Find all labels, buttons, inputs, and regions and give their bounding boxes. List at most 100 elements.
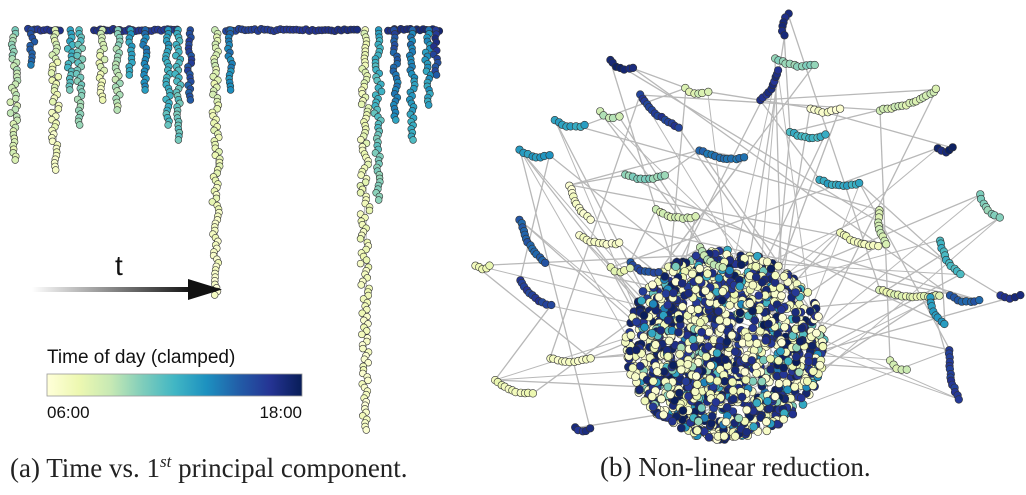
cluster-node bbox=[674, 327, 683, 337]
cluster-node bbox=[656, 326, 666, 335]
cluster-node bbox=[762, 417, 771, 427]
cluster-node bbox=[678, 302, 687, 312]
trace-point bbox=[357, 100, 366, 109]
trace-point bbox=[48, 137, 57, 146]
cluster-node bbox=[696, 318, 705, 327]
cluster-node bbox=[721, 417, 731, 427]
chain-node bbox=[626, 264, 635, 273]
cluster-node bbox=[766, 264, 776, 274]
chain-node bbox=[547, 300, 556, 310]
cluster-node bbox=[648, 299, 658, 309]
cluster-node bbox=[814, 312, 823, 321]
cluster-node bbox=[728, 377, 737, 387]
cluster-node bbox=[725, 300, 735, 310]
cluster-node bbox=[796, 393, 806, 403]
chain-node bbox=[740, 153, 749, 162]
caption-a-label: (a) bbox=[10, 453, 40, 483]
chain-node bbox=[882, 240, 891, 249]
trace-point bbox=[186, 96, 195, 104]
cluster-node bbox=[773, 261, 783, 271]
cluster-node bbox=[747, 356, 757, 365]
cluster-node bbox=[736, 260, 746, 270]
chain-node bbox=[975, 296, 984, 305]
trace-point bbox=[357, 171, 365, 179]
chain-node bbox=[774, 66, 783, 75]
cluster-node bbox=[761, 336, 771, 345]
cluster-node bbox=[689, 342, 699, 352]
cluster-node bbox=[779, 272, 789, 281]
cluster-node bbox=[714, 306, 723, 316]
cluster-node bbox=[677, 278, 687, 288]
cluster-node bbox=[734, 413, 744, 423]
cluster-node bbox=[660, 272, 670, 281]
cluster-node bbox=[638, 287, 648, 296]
chain-node bbox=[545, 151, 554, 160]
caption-b-text: Non-linear reduction. bbox=[638, 452, 871, 482]
cluster-node bbox=[663, 352, 673, 361]
cluster-node bbox=[743, 332, 753, 342]
colorbar-gradient bbox=[46, 373, 303, 397]
trace-point bbox=[361, 178, 370, 186]
cluster-node bbox=[788, 409, 798, 419]
cluster-node bbox=[671, 262, 681, 271]
colorbar: Time of day (clamped) 06:00 18:00 bbox=[46, 347, 303, 422]
cluster-node bbox=[704, 327, 714, 337]
chain-node bbox=[931, 84, 941, 93]
cluster-node bbox=[777, 338, 787, 348]
trace-point bbox=[364, 359, 372, 367]
trace-point bbox=[6, 98, 15, 106]
trace-point bbox=[75, 121, 84, 129]
cluster-node bbox=[683, 359, 693, 369]
chain-nodes bbox=[471, 9, 1025, 436]
time-arrow: t bbox=[32, 250, 222, 300]
trace-point bbox=[27, 61, 35, 69]
cluster-node bbox=[728, 386, 738, 395]
cluster-node bbox=[703, 269, 712, 279]
network-edge bbox=[569, 184, 887, 246]
trace-point bbox=[11, 105, 20, 114]
cluster-node bbox=[815, 360, 825, 370]
cluster-node bbox=[808, 366, 818, 376]
network-edge bbox=[519, 155, 551, 281]
cluster-node bbox=[678, 406, 688, 415]
cluster-node bbox=[721, 355, 730, 364]
colorbar-max-label: 18:00 bbox=[259, 403, 302, 422]
cluster-node bbox=[637, 296, 646, 306]
network-edge bbox=[859, 183, 951, 351]
trace-point bbox=[211, 291, 219, 299]
cluster-node bbox=[701, 286, 710, 296]
network-edge bbox=[657, 157, 745, 273]
caption-a: (a) Time vs. 1st principal component. bbox=[10, 452, 408, 484]
chain-node bbox=[628, 63, 638, 72]
chain-node bbox=[874, 242, 883, 251]
chain-node bbox=[995, 213, 1004, 222]
cluster-node bbox=[755, 326, 765, 336]
caption-a-text: Time vs. 1st principal component. bbox=[46, 452, 407, 483]
cluster-node bbox=[712, 348, 722, 358]
trace-point bbox=[409, 136, 417, 144]
caption-b: (b) Non-linear reduction. bbox=[600, 452, 871, 483]
cluster-node bbox=[807, 341, 817, 351]
cluster-node bbox=[691, 285, 700, 294]
cluster-node bbox=[754, 291, 764, 300]
cluster-node bbox=[752, 339, 762, 348]
caption-b-label: (b) bbox=[600, 452, 632, 482]
trace-point bbox=[11, 156, 19, 164]
cluster-node bbox=[697, 403, 706, 413]
network-edge bbox=[609, 147, 939, 269]
cluster-node bbox=[663, 315, 673, 325]
cluster-node bbox=[764, 319, 773, 329]
trace-point bbox=[66, 86, 74, 94]
cluster-node bbox=[778, 313, 787, 322]
time-arrow-head bbox=[188, 279, 222, 300]
cluster-node bbox=[745, 299, 755, 308]
cluster-node bbox=[714, 273, 724, 283]
trace-point bbox=[353, 25, 362, 34]
network-edge bbox=[599, 111, 823, 326]
cluster-node bbox=[688, 335, 698, 344]
cluster-node bbox=[725, 266, 734, 275]
cluster-node bbox=[729, 394, 738, 404]
chain-node bbox=[935, 291, 944, 300]
time-arrow-shaft bbox=[32, 287, 192, 292]
cluster-node bbox=[651, 340, 660, 349]
